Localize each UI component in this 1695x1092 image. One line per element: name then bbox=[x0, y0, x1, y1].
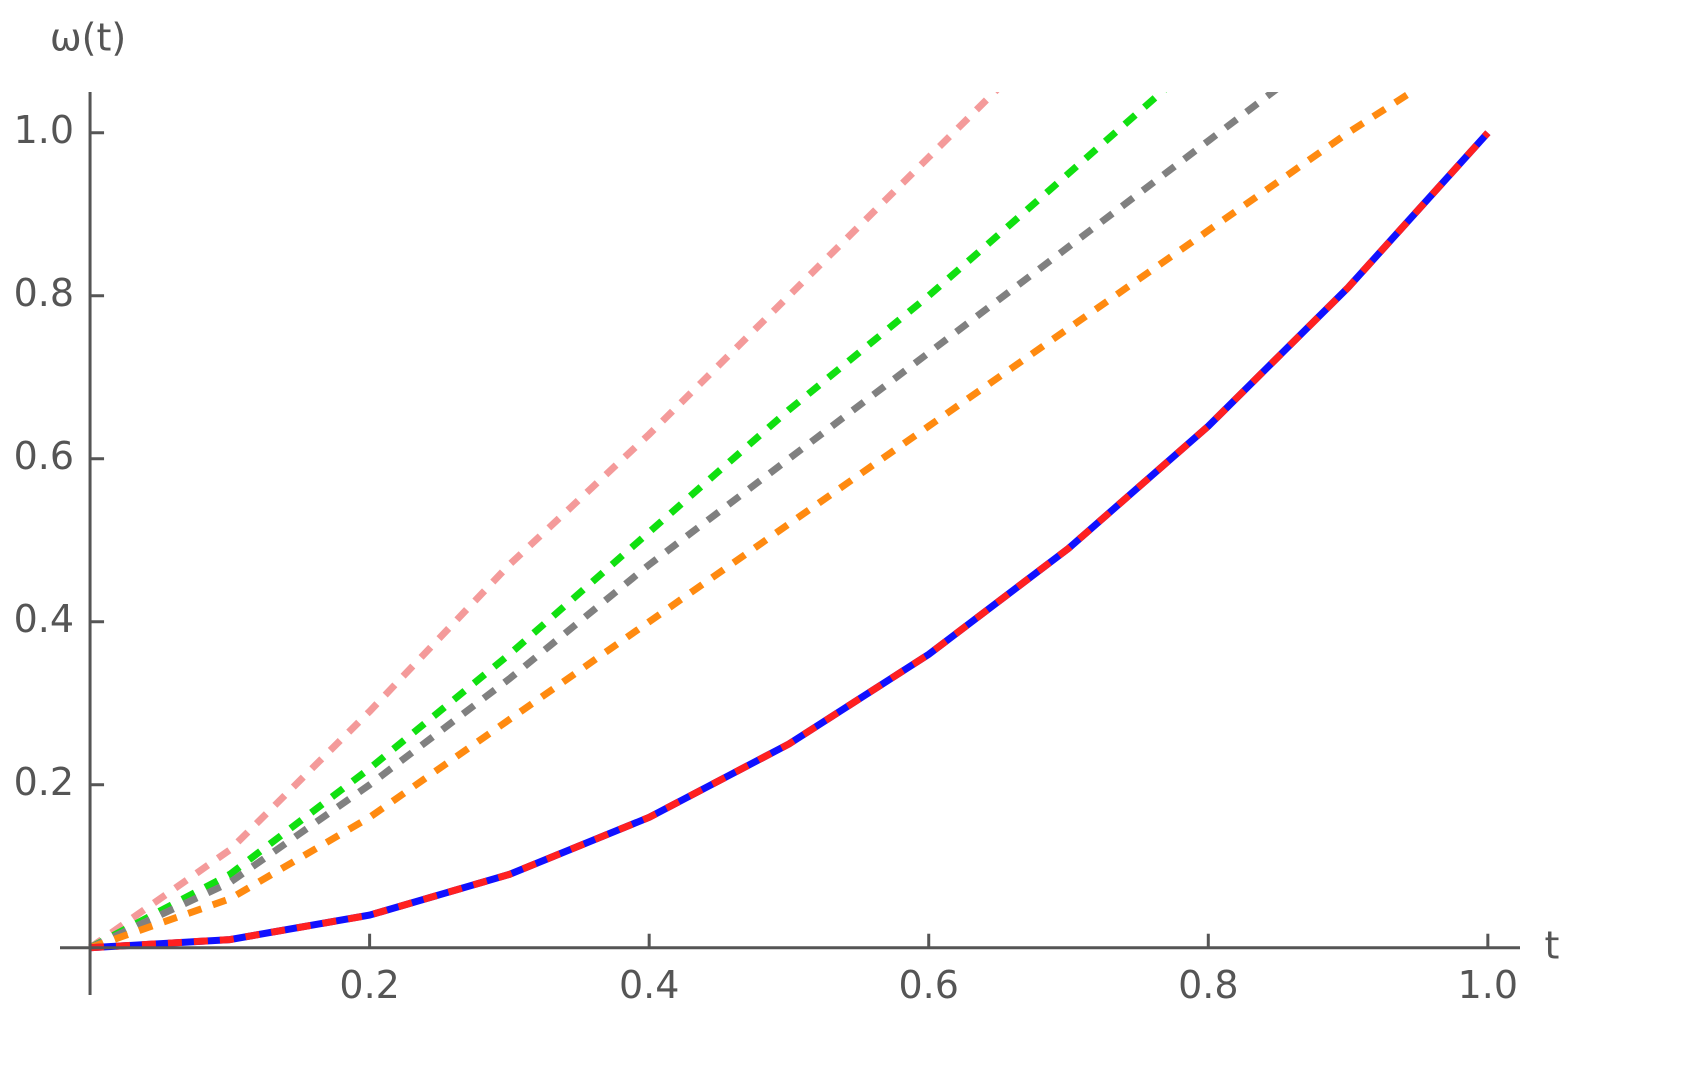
curve bbox=[89, 130, 1491, 952]
curve bbox=[88, 92, 1419, 952]
y-tick-label: 1.0 bbox=[14, 108, 74, 152]
x-tick-label: 0.8 bbox=[1178, 963, 1238, 1007]
curve bbox=[88, 92, 1279, 951]
x-tick-label: 1.0 bbox=[1458, 963, 1518, 1007]
x-tick-label: 0.6 bbox=[899, 963, 959, 1007]
y-tick-label: 0.8 bbox=[14, 271, 74, 315]
x-tick-label: 0.2 bbox=[339, 963, 399, 1007]
y-tick-label: 0.4 bbox=[14, 597, 74, 641]
curve bbox=[88, 92, 1000, 951]
y-tick-label: 0.2 bbox=[14, 760, 74, 804]
y-tick-label: 0.6 bbox=[14, 434, 74, 478]
x-axis-label: t bbox=[1545, 924, 1560, 968]
plot-area bbox=[88, 92, 1491, 952]
y-axis-label: ω(t) bbox=[50, 16, 126, 60]
x-tick-label: 0.4 bbox=[619, 963, 679, 1007]
curve bbox=[88, 92, 1168, 951]
